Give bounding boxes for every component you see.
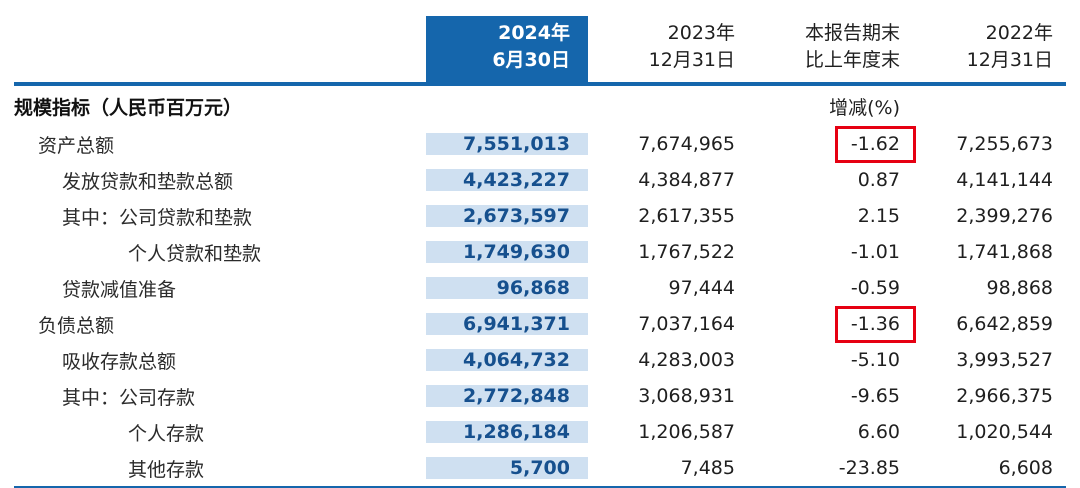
value-change: -9.65 xyxy=(850,385,900,407)
value-2023: 7,674,965 xyxy=(638,133,735,155)
value-change-cell: 6.60 xyxy=(753,421,918,443)
row-label: 吸收存款总额 xyxy=(62,350,177,373)
table-bottom-rule xyxy=(14,486,1066,488)
value-2022: 7,255,673 xyxy=(956,133,1053,155)
value-2022: 6,608 xyxy=(998,457,1053,479)
value-change: 6.60 xyxy=(857,421,900,443)
table-row: 其中：公司存款 2,772,848 3,068,931 -9.65 2,966,… xyxy=(14,378,1066,414)
header-2023-year: 2023年 xyxy=(667,21,735,44)
table-row: 个人存款 1,286,184 1,206,587 6.60 1,020,544 xyxy=(14,414,1066,450)
value-2022: 2,399,276 xyxy=(956,205,1053,227)
row-label: 个人贷款和垫款 xyxy=(128,242,262,265)
header-2022-date: 12月31日 xyxy=(966,49,1053,72)
value-change: -1.01 xyxy=(850,241,900,263)
value-2024: 2,772,848 xyxy=(426,385,588,407)
value-2022: 1,741,868 xyxy=(956,241,1053,263)
value-2023: 3,068,931 xyxy=(638,385,735,407)
header-col-2024: 2024年 6月30日 xyxy=(426,16,588,82)
table-body: 资产总额 7,551,013 7,674,965 -1.62 7,255,673… xyxy=(14,125,1066,486)
table-row: 负债总额 6,941,371 7,037,164 -1.36 6,642,859 xyxy=(14,305,1066,343)
value-change-cell: -23.85 xyxy=(753,457,918,479)
header-spacer xyxy=(14,16,426,82)
row-label: 其他存款 xyxy=(128,458,205,481)
value-2024: 4,423,227 xyxy=(426,169,588,191)
value-2024: 1,749,630 xyxy=(426,241,588,263)
table-row: 个人贷款和垫款 1,749,630 1,767,522 -1.01 1,741,… xyxy=(14,234,1066,270)
value-change: -5.10 xyxy=(850,349,900,371)
section-title: 规模指标（人民币百万元） xyxy=(14,96,243,119)
row-label: 贷款减值准备 xyxy=(62,278,177,301)
header-col-change: 本报告期末 比上年度末 xyxy=(753,16,918,82)
value-2024: 6,941,371 xyxy=(426,313,588,335)
value-2023: 4,283,003 xyxy=(638,349,735,371)
table-row: 贷款减值准备 96,868 97,444 -0.59 98,868 xyxy=(14,270,1066,306)
value-2024: 1,286,184 xyxy=(426,421,588,443)
table-row: 其他存款 5,700 7,485 -23.85 6,608 xyxy=(14,450,1066,486)
value-2022: 98,868 xyxy=(986,277,1053,299)
header-2024-year: 2024年 xyxy=(498,21,570,44)
value-2023: 1,206,587 xyxy=(638,421,735,443)
value-change-cell: 2.15 xyxy=(753,205,918,227)
table-row: 吸收存款总额 4,064,732 4,283,003 -5.10 3,993,5… xyxy=(14,342,1066,378)
value-change-cell: -1.36 xyxy=(753,305,918,343)
value-2023: 4,384,877 xyxy=(638,169,735,191)
value-change: -23.85 xyxy=(838,457,900,479)
header-2023-date: 12月31日 xyxy=(648,49,735,72)
value-change-cell: -1.62 xyxy=(753,125,918,163)
value-change: -0.59 xyxy=(850,277,900,299)
value-2023: 1,767,522 xyxy=(638,241,735,263)
value-2023: 2,617,355 xyxy=(638,205,735,227)
row-label: 个人存款 xyxy=(128,422,205,445)
value-2024: 7,551,013 xyxy=(426,133,588,155)
row-label: 其中：公司存款 xyxy=(62,386,196,409)
value-change: -1.62 xyxy=(834,125,916,163)
header-col-2022: 2022年 12月31日 xyxy=(918,16,1066,82)
value-2022: 4,141,144 xyxy=(956,169,1053,191)
value-2022: 3,993,527 xyxy=(956,349,1053,371)
value-change: -1.36 xyxy=(834,305,916,343)
value-change-cell: -9.65 xyxy=(753,385,918,407)
value-change: 0.87 xyxy=(857,169,900,191)
header-change-line1: 本报告期末 xyxy=(804,21,900,44)
header-col-2023: 2023年 12月31日 xyxy=(588,16,753,82)
value-2024: 5,700 xyxy=(426,457,588,479)
value-change-cell: -1.01 xyxy=(753,241,918,263)
value-2023: 7,485 xyxy=(680,457,735,479)
section-header-row: 规模指标（人民币百万元） 增减(%) xyxy=(14,86,1066,126)
value-2023: 97,444 xyxy=(668,277,735,299)
row-label: 负债总额 xyxy=(38,314,115,337)
section-change-unit: 增减(%) xyxy=(829,96,900,119)
header-2022-year: 2022年 xyxy=(985,21,1053,44)
value-2024: 4,064,732 xyxy=(426,349,588,371)
value-2024: 2,673,597 xyxy=(426,205,588,227)
table-row: 其中：公司贷款和垫款 2,673,597 2,617,355 2.15 2,39… xyxy=(14,198,1066,234)
value-change-cell: -0.59 xyxy=(753,277,918,299)
table-row: 资产总额 7,551,013 7,674,965 -1.62 7,255,673 xyxy=(14,125,1066,163)
value-2022: 1,020,544 xyxy=(956,421,1053,443)
value-change-cell: -5.10 xyxy=(753,349,918,371)
header-2024-date: 6月30日 xyxy=(492,49,570,72)
value-2022: 2,966,375 xyxy=(956,385,1053,407)
table-header-row: 2024年 6月30日 2023年 12月31日 本报告期末 比上年度末 202… xyxy=(14,16,1066,86)
financial-scale-indicators-table: 2024年 6月30日 2023年 12月31日 本报告期末 比上年度末 202… xyxy=(14,16,1066,488)
table-row: 发放贷款和垫款总额 4,423,227 4,384,877 0.87 4,141… xyxy=(14,162,1066,198)
row-label: 其中：公司贷款和垫款 xyxy=(62,206,253,229)
value-2024: 96,868 xyxy=(426,277,588,299)
value-2023: 7,037,164 xyxy=(638,313,735,335)
header-change-line2: 比上年度末 xyxy=(804,49,900,72)
value-change-cell: 0.87 xyxy=(753,169,918,191)
row-label: 发放贷款和垫款总额 xyxy=(62,170,234,193)
value-change: 2.15 xyxy=(857,205,900,227)
row-label: 资产总额 xyxy=(38,134,115,157)
value-2022: 6,642,859 xyxy=(956,313,1053,335)
